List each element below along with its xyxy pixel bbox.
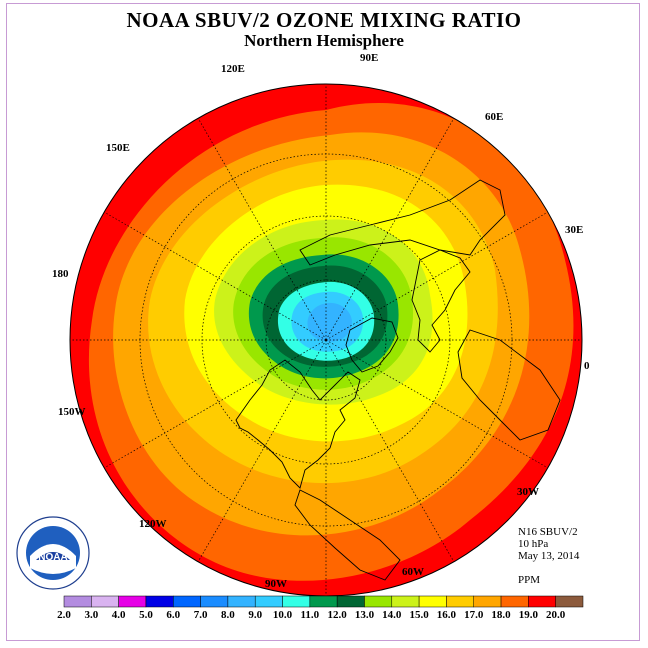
lon-label-120w: 120W (139, 518, 167, 530)
map-title: NOAA SBUV/2 OZONE MIXING RATIO (126, 8, 522, 32)
lon-label-150w: 150W (58, 406, 86, 418)
lon-label-60w: 60W (402, 566, 424, 578)
lon-label-30w: 30W (517, 486, 539, 498)
meridian-120w (197, 339, 327, 563)
figure-frame (6, 3, 640, 641)
colorbar-tick-label: 7.0 (193, 609, 208, 621)
colorbar-tick-label: 8.0 (221, 609, 235, 621)
colorbar-tick-label: 14.0 (382, 609, 402, 621)
lon-label-90w: 90W (265, 578, 287, 590)
meridian-60w (325, 339, 455, 563)
colorbar-tick-label: 11.0 (300, 609, 320, 621)
map-subtitle: Northern Hemisphere (244, 31, 404, 50)
colorbar-tick-label: 2.0 (57, 609, 71, 621)
noaa-logo: NOAA (16, 516, 90, 590)
colorbar-swatch (200, 595, 229, 608)
colorbar-swatch (173, 595, 201, 608)
contour-8 (307, 302, 352, 342)
lon-label-0: 0 (584, 360, 590, 372)
lon-label-90e: 90E (360, 52, 379, 64)
meridian-150w (103, 339, 327, 469)
ozone-contour-fill (70, 84, 582, 596)
colorbar-swatch (473, 595, 502, 608)
colorbar-tick-label: 5.0 (139, 609, 153, 621)
colorbar-swatch (282, 595, 311, 608)
pressure-label: 10 hPa (518, 538, 549, 550)
colorbar-tick-label: 15.0 (409, 609, 429, 621)
south-america-coast (294, 489, 401, 581)
colorbar-swatch (528, 595, 556, 608)
greenland-coast (345, 317, 399, 373)
graticule (70, 84, 582, 596)
colorbar-tick-label: 16.0 (436, 609, 457, 621)
colorbar-swatch (91, 595, 119, 608)
europe-coast (411, 249, 471, 353)
coastlines (235, 179, 561, 581)
colorbar-tick-label: 18.0 (491, 609, 511, 621)
colorbar-swatch (254, 595, 283, 608)
colorbar-tick-label: 17.0 (464, 609, 484, 621)
colorbar-tick-label: 20.0 (546, 609, 566, 621)
lon-label-60e: 60E (485, 111, 504, 123)
meridian-60e (325, 117, 455, 341)
colorbar-swatch (118, 595, 147, 608)
instrument-label: N16 SBUV/2 (518, 526, 578, 538)
meridian-30w (325, 339, 549, 469)
colorbar-tick-label: 9.0 (248, 609, 263, 621)
colorbar-tick-label: 3.0 (84, 609, 99, 621)
noaa-logo-text: NOAA (38, 552, 67, 563)
colorbar-swatch (418, 595, 447, 608)
date-label: May 13, 2014 (518, 550, 580, 562)
colorbar-tick-label: 4.0 (111, 609, 126, 621)
colorbar-swatch (336, 595, 365, 608)
colorbar-swatch (391, 595, 420, 608)
colorbar-swatch (227, 595, 256, 608)
colorbar-tick-label: 12.0 (327, 609, 347, 621)
colorbar-swatch (145, 595, 174, 608)
units-label: PPM (518, 574, 541, 586)
africa-coast (457, 329, 561, 441)
meridian-30e (325, 211, 549, 341)
colorbar-tick-label: 13.0 (354, 609, 375, 621)
colorbar-swatch (555, 595, 584, 608)
colorbar-tick-label: 19.0 (518, 609, 538, 621)
lon-label-120e: 120E (221, 63, 245, 75)
colorbar-swatch (364, 595, 393, 608)
colorbar-swatch (446, 595, 474, 608)
colorbar-swatch (309, 595, 338, 608)
lon-label-30e: 30E (565, 224, 584, 236)
lon-label-150e: 150E (106, 142, 130, 154)
meridian-120e (197, 117, 327, 341)
colorbar-tick-label: 10.0 (272, 609, 293, 621)
lon-label-180: 180 (52, 268, 69, 280)
colorbar-swatch (63, 595, 92, 608)
meridian-150e (103, 211, 327, 341)
colorbar-tick-label: 6.0 (166, 609, 181, 621)
north-america-coast (235, 359, 361, 489)
colorbar-swatch (500, 595, 529, 608)
asia-coast (299, 179, 506, 266)
